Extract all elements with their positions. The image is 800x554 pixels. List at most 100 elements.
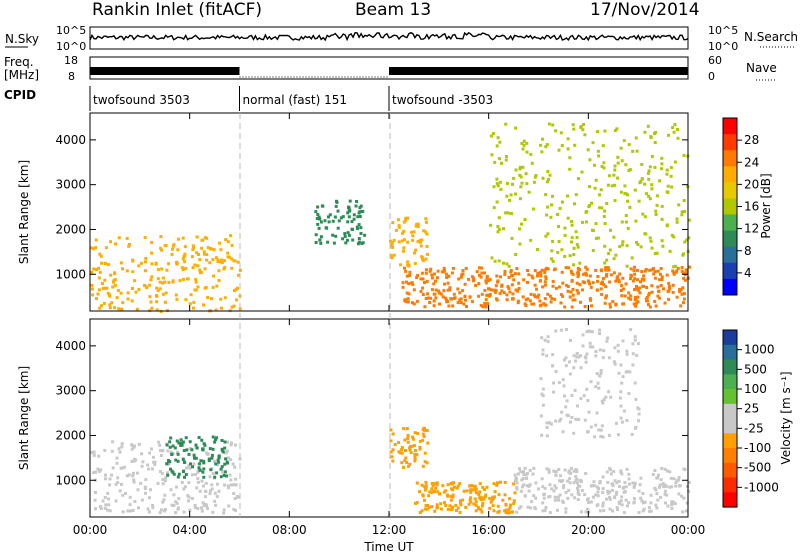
heatmap-cell bbox=[163, 493, 167, 497]
heatmap-cell bbox=[485, 274, 489, 278]
heatmap-cell bbox=[626, 193, 629, 197]
heatmap-cell bbox=[100, 261, 103, 265]
heatmap-cell bbox=[511, 292, 515, 296]
heatmap-cell bbox=[573, 388, 577, 392]
heatmap-cell bbox=[103, 278, 107, 282]
heatmap-cell bbox=[113, 306, 117, 310]
heatmap-cell bbox=[526, 269, 529, 272]
heatmap-cell bbox=[223, 483, 227, 487]
heatmap-cell bbox=[541, 501, 545, 505]
heatmap-cell bbox=[672, 272, 676, 276]
heatmap-cell bbox=[493, 495, 496, 499]
heatmap-cell bbox=[175, 297, 179, 301]
heatmap-cell bbox=[579, 510, 583, 514]
heatmap-cell bbox=[202, 475, 206, 479]
heatmap-cell bbox=[452, 292, 456, 296]
heatmap-cell bbox=[205, 258, 209, 262]
heatmap-cell bbox=[193, 263, 197, 267]
heatmap-cell bbox=[509, 503, 513, 507]
heatmap-cell bbox=[511, 297, 514, 301]
heatmap-cell bbox=[633, 426, 637, 430]
heatmap-cell bbox=[672, 477, 676, 481]
heatmap-cell bbox=[512, 278, 516, 282]
heatmap-cell bbox=[513, 491, 517, 495]
heatmap-cell bbox=[191, 306, 195, 310]
heatmap-cell bbox=[534, 481, 538, 485]
heatmap-cell bbox=[669, 166, 673, 169]
heatmap-cell bbox=[233, 259, 237, 263]
heatmap-cell bbox=[412, 444, 416, 447]
heatmap-cell bbox=[160, 248, 163, 252]
heatmap-cell bbox=[666, 184, 670, 188]
heatmap-cell bbox=[562, 384, 566, 388]
heatmap-cell bbox=[588, 274, 592, 278]
heatmap-cell bbox=[619, 470, 623, 474]
heatmap-cell bbox=[519, 175, 523, 179]
heatmap-cell bbox=[503, 493, 507, 497]
heatmap-cell bbox=[164, 507, 167, 511]
heatmap-cell bbox=[203, 267, 207, 271]
heatmap-cell bbox=[195, 446, 199, 450]
heatmap-cell bbox=[490, 256, 494, 260]
heatmap-cell bbox=[581, 220, 584, 224]
heatmap-cell bbox=[672, 235, 676, 239]
heatmap-cell bbox=[191, 465, 194, 469]
heatmap-cell bbox=[169, 488, 173, 492]
heatmap-cell bbox=[327, 215, 330, 219]
heatmap-cell bbox=[620, 472, 624, 476]
heatmap-cell bbox=[336, 226, 340, 230]
heatmap-cell bbox=[541, 137, 544, 141]
heatmap-cell bbox=[456, 287, 460, 291]
heatmap-cell bbox=[677, 476, 681, 479]
heatmap-cell bbox=[90, 270, 94, 274]
heatmap-cell bbox=[163, 509, 166, 513]
heatmap-cell bbox=[549, 422, 553, 426]
heatmap-cell bbox=[563, 394, 566, 398]
heatmap-cell bbox=[406, 297, 410, 301]
heatmap-cell bbox=[660, 167, 663, 171]
heatmap-cell bbox=[346, 211, 350, 215]
heatmap-cell bbox=[584, 265, 588, 269]
heatmap-cell bbox=[557, 148, 561, 152]
heatmap-cell bbox=[525, 476, 528, 480]
heatmap-cell bbox=[598, 481, 602, 485]
heatmap-cell bbox=[607, 268, 611, 272]
heatmap-cell bbox=[534, 174, 538, 177]
heatmap-cell bbox=[566, 479, 570, 483]
heatmap-cell bbox=[665, 168, 669, 172]
heatmap-cell bbox=[681, 286, 685, 290]
heatmap-cell bbox=[171, 247, 174, 251]
heatmap-cell bbox=[397, 240, 401, 244]
heatmap-cell bbox=[139, 481, 143, 485]
heatmap-cell bbox=[183, 485, 187, 489]
heatmap-cell bbox=[424, 484, 428, 488]
heatmap-cell bbox=[554, 286, 558, 290]
heatmap-cell bbox=[619, 363, 623, 367]
heatmap-cell bbox=[590, 201, 593, 205]
heatmap-cell bbox=[579, 397, 583, 401]
heatmap-cell bbox=[504, 155, 508, 158]
heatmap-cell bbox=[203, 495, 207, 499]
heatmap-cell bbox=[217, 279, 221, 282]
heatmap-cell bbox=[604, 274, 608, 278]
heatmap-cell bbox=[595, 288, 599, 292]
heatmap-cell bbox=[119, 291, 123, 295]
heatmap-cell bbox=[607, 356, 611, 360]
heatmap-cell bbox=[541, 509, 545, 513]
heatmap-cell bbox=[133, 459, 137, 463]
heatmap-cell bbox=[670, 503, 674, 507]
heatmap-cell bbox=[599, 428, 603, 432]
heatmap-cell bbox=[560, 270, 564, 274]
x-tick-label: 16:00 bbox=[471, 523, 506, 537]
colorbar-swatch bbox=[723, 262, 737, 280]
heatmap-cell bbox=[608, 302, 612, 306]
heatmap-cell bbox=[643, 269, 647, 273]
heatmap-cell bbox=[459, 275, 463, 279]
heatmap-cell bbox=[464, 505, 468, 509]
heatmap-cell bbox=[655, 251, 659, 255]
heatmap-cell bbox=[461, 289, 465, 293]
heatmap-cell bbox=[581, 280, 585, 284]
heatmap-cell bbox=[577, 177, 580, 181]
heatmap-cell bbox=[620, 243, 624, 247]
heatmap-cell bbox=[438, 291, 441, 295]
